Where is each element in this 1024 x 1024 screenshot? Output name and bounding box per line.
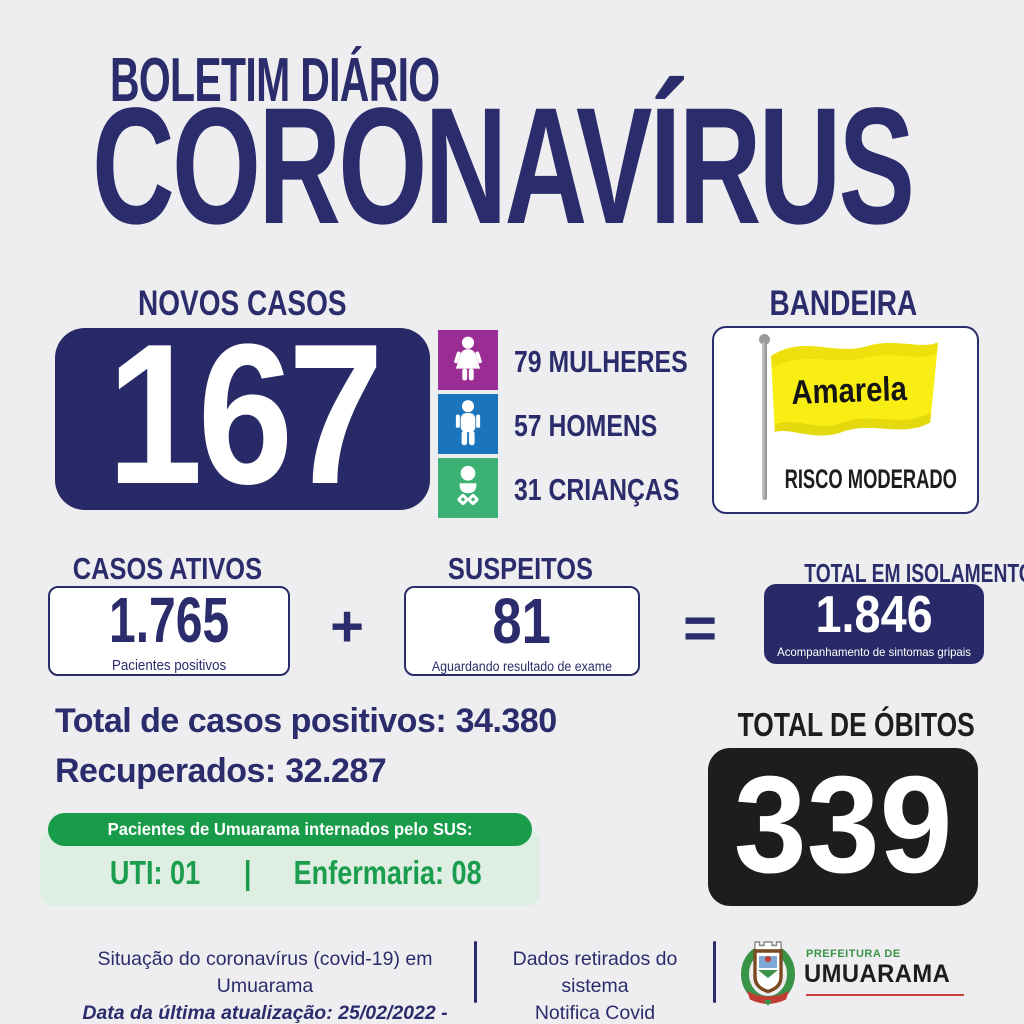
footer-divider-left <box>474 941 477 1003</box>
footer-divider-right <box>713 941 716 1003</box>
flag-name: Amarela <box>790 369 908 413</box>
sus-panel-header: Pacientes de Umuarama internados pelo SU… <box>48 813 532 846</box>
page-title: CORONAVÍRUS <box>92 84 1024 250</box>
total-positive-label: Total de casos positivos: <box>55 702 447 740</box>
logo-underline <box>806 994 964 996</box>
footer-source-block: Dados retirados do sistema Notifica Covi… <box>492 946 698 1024</box>
footer-source-line2: Notifica Covid <box>534 1002 656 1024</box>
flag-risk-label: RISCO MODERADO <box>784 464 957 494</box>
active-cases-value: 1.765 <box>108 584 230 656</box>
bulletin-kicker: BOLETIM DIÁRIO <box>110 45 609 116</box>
isolation-header: TOTAL EM ISOLAMENTO <box>804 558 1024 588</box>
uti-count: UTI: 01 <box>109 854 201 891</box>
flag-card: Amarela RISCO MODERADO <box>712 326 979 514</box>
equals-operator: = <box>683 596 717 661</box>
total-positive-value: 34.380 <box>455 702 558 740</box>
recovered-value: 32.287 <box>285 752 387 790</box>
deaths-box: 339 <box>708 748 978 906</box>
woman-icon <box>454 336 482 381</box>
new-cases-value: 167 <box>106 303 384 526</box>
suspects-card: 81 Aguardando resultado de exame <box>404 586 640 676</box>
deaths-value: 339 <box>733 748 953 902</box>
footer-updated-line: Data da última atualização: 25/02/2022 -… <box>82 1002 448 1024</box>
suspects-value: 81 <box>492 584 552 657</box>
active-cases-header: CASOS ATIVOS <box>72 551 262 586</box>
suspects-sublabel: Aguardando resultado de exame <box>431 658 613 674</box>
deaths-header: TOTAL DE ÓBITOS <box>737 706 975 743</box>
bulletin-kicker-text: BOLETIM DIÁRIO <box>110 46 440 115</box>
footer-status-block: Situação do coronavírus (covid-19) em Um… <box>70 946 460 1024</box>
footer-status-line: Situação do coronavírus (covid-19) em Um… <box>97 948 433 997</box>
logo-name: UMUARAMA <box>804 960 951 988</box>
recovered-label: Recuperados: <box>55 752 276 790</box>
tile-children <box>438 458 498 518</box>
new-cases-box: 167 <box>55 315 430 515</box>
total-positive-line: Total de casos positivos: 34.380 <box>55 702 557 741</box>
sus-separator: | <box>244 854 252 891</box>
logo-prefix: PREFEITURA DE <box>806 948 901 960</box>
isolation-card: 1.846 Acompanhamento de sintomas gripais <box>764 584 984 664</box>
isolation-value: 1.846 <box>815 586 933 644</box>
new-cases-header: NOVOS CASOS <box>138 284 347 323</box>
flag-section-header: BANDEIRA <box>769 284 918 323</box>
men-count-label: 57 HOMENS <box>514 408 658 443</box>
isolation-sublabel: Acompanhamento de sintomas gripais <box>777 645 971 659</box>
page-title-text: CORONAVÍRUS <box>92 74 915 259</box>
plus-operator: + <box>330 594 364 659</box>
yellow-flag <box>770 342 939 436</box>
baby-icon <box>457 465 479 506</box>
footer-source-line1: Dados retirados do sistema <box>512 948 678 997</box>
active-cases-sublabel: Pacientes positivos <box>111 658 227 674</box>
children-count-label: 31 CRIANÇAS <box>514 472 680 507</box>
flagpole <box>762 342 767 500</box>
man-icon <box>455 400 481 446</box>
tile-women <box>438 330 498 390</box>
suspects-header: SUSPEITOS <box>447 551 593 586</box>
flagpole-finial <box>759 334 770 345</box>
umuarama-crest-logo <box>741 941 795 1006</box>
women-count-label: 79 MULHERES <box>514 344 688 379</box>
active-cases-card: 1.765 Pacientes positivos <box>48 586 290 676</box>
enfermaria-count: Enfermaria: 08 <box>293 854 483 891</box>
recovered-line: Recuperados: 32.287 <box>55 752 387 791</box>
tile-men <box>438 394 498 454</box>
